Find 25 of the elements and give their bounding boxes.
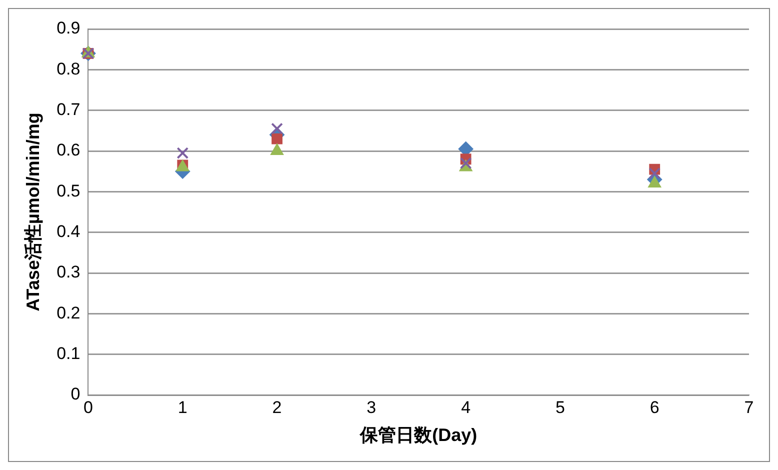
x-axis-title: 保管日数(Day) xyxy=(359,425,478,446)
y-axis-title: ATase活性µmol/min/mg xyxy=(22,112,43,312)
y-tick-label: 0.4 xyxy=(56,222,80,242)
x-tick-label: 4 xyxy=(461,398,471,417)
y-tick-label: 0.3 xyxy=(56,262,80,282)
point xyxy=(648,176,662,188)
x-tick-label: 1 xyxy=(178,398,188,417)
y-tick-label: 0.1 xyxy=(56,344,80,364)
y-tick-label: 0.6 xyxy=(56,140,80,160)
y-tick-label: 0.9 xyxy=(56,18,80,38)
x-tick-label: 2 xyxy=(272,398,282,417)
point xyxy=(271,122,283,135)
y-tick-label: 0.2 xyxy=(56,303,80,322)
x-tick-label: 0 xyxy=(84,398,93,417)
x-tick-label: 3 xyxy=(366,398,376,417)
point xyxy=(176,147,189,159)
x-tick-label: 7 xyxy=(744,398,754,417)
y-tick-label: 0.5 xyxy=(56,181,80,200)
y-tick-label: 0 xyxy=(70,384,80,404)
x-tick-label: 5 xyxy=(555,398,565,417)
x-tick-label: 6 xyxy=(650,398,660,417)
y-tick-label: 0.8 xyxy=(56,59,80,78)
point xyxy=(272,133,282,144)
point xyxy=(648,167,661,180)
y-tick-label: 0.7 xyxy=(56,100,80,120)
